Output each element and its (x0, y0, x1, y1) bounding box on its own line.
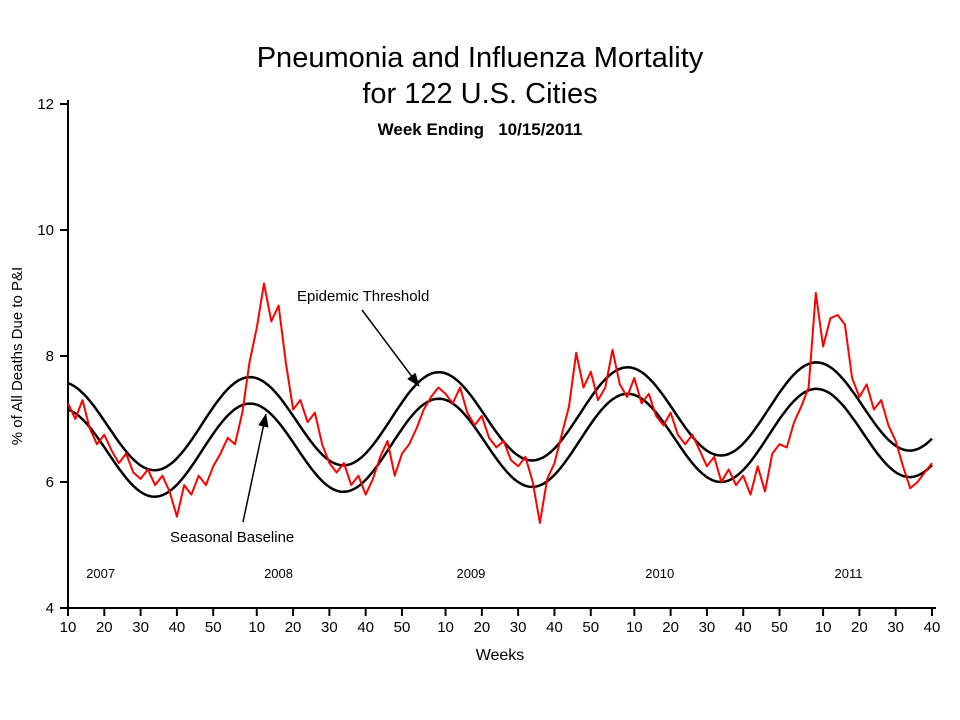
svg-text:4: 4 (46, 600, 54, 617)
svg-text:10: 10 (815, 619, 832, 636)
svg-text:2008: 2008 (264, 566, 293, 581)
svg-text:2011: 2011 (835, 566, 863, 581)
svg-text:10: 10 (60, 619, 77, 636)
svg-text:50: 50 (394, 619, 411, 636)
svg-text:2007: 2007 (86, 566, 115, 581)
svg-text:30: 30 (887, 619, 904, 636)
svg-text:10: 10 (437, 619, 454, 636)
svg-text:40: 40 (169, 619, 186, 636)
svg-text:20: 20 (285, 619, 302, 636)
svg-text:2010: 2010 (645, 566, 674, 581)
svg-text:50: 50 (771, 619, 788, 636)
title-block: Pneumonia and Influenza Mortality for 12… (0, 40, 960, 140)
svg-text:20: 20 (474, 619, 491, 636)
svg-text:30: 30 (132, 619, 149, 636)
svg-text:30: 30 (321, 619, 338, 636)
svg-text:6: 6 (46, 474, 54, 491)
svg-text:10: 10 (626, 619, 643, 636)
seasonal-baseline-arrow (242, 413, 269, 523)
svg-text:8: 8 (46, 348, 54, 365)
svg-text:20: 20 (662, 619, 679, 636)
epidemic-threshold-annotation: Epidemic Threshold (297, 288, 430, 305)
svg-text:40: 40 (735, 619, 752, 636)
svg-text:12: 12 (37, 96, 54, 113)
svg-text:40: 40 (924, 619, 941, 636)
svg-text:50: 50 (205, 619, 222, 636)
x-axis-label: Weeks (476, 647, 525, 664)
svg-text:20: 20 (96, 619, 113, 636)
y-axis-label: % of All Deaths Due to P&I (9, 267, 26, 445)
svg-text:40: 40 (357, 619, 374, 636)
svg-text:10: 10 (248, 619, 265, 636)
svg-text:20: 20 (851, 619, 868, 636)
svg-text:30: 30 (510, 619, 527, 636)
chart-subtitle: Week Ending 10/15/2011 (377, 120, 583, 139)
svg-text:50: 50 (582, 619, 599, 636)
svg-text:30: 30 (699, 619, 716, 636)
svg-text:10: 10 (37, 222, 54, 239)
svg-text:40: 40 (546, 619, 563, 636)
chart-title-line1: Pneumonia and Influenza Mortality (256, 42, 704, 74)
epidemic-threshold-arrow (361, 309, 420, 387)
chart-title-line2: for 122 U.S. Cities (362, 78, 598, 110)
svg-text:2009: 2009 (456, 566, 485, 581)
seasonal-baseline-annotation: Seasonal Baseline (170, 529, 295, 546)
